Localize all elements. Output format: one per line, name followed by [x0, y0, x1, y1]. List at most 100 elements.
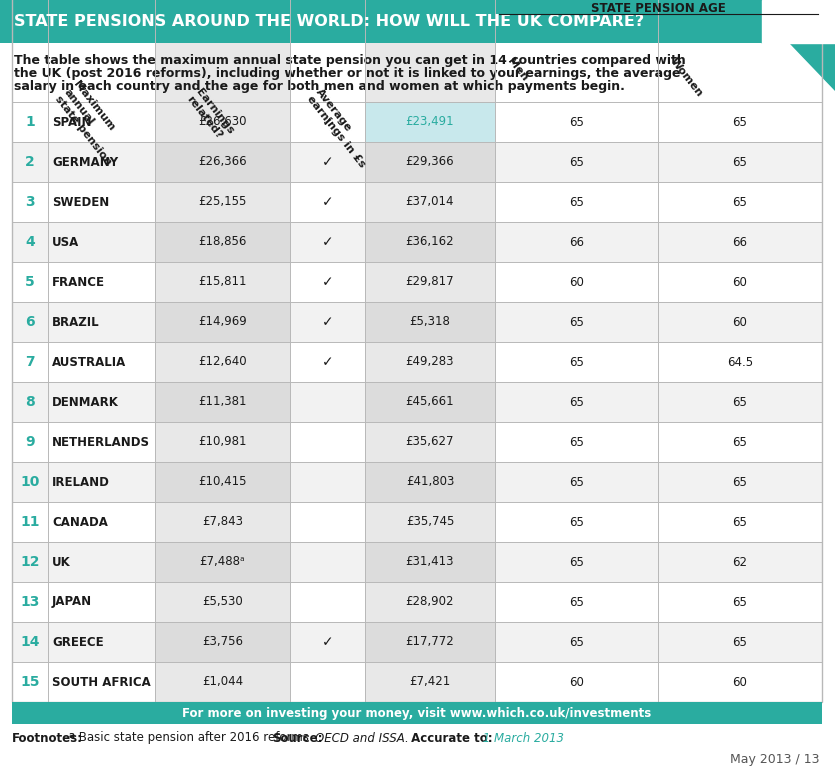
Text: 60: 60 — [732, 675, 747, 688]
Text: SPAIN: SPAIN — [52, 116, 92, 129]
Bar — [12, 502, 822, 542]
Text: SOUTH AFRICA: SOUTH AFRICA — [52, 675, 151, 688]
Text: ✓: ✓ — [321, 115, 333, 129]
Text: £7,843: £7,843 — [202, 515, 243, 528]
Bar — [365, 542, 495, 582]
Bar — [12, 142, 822, 182]
Bar — [155, 422, 290, 462]
Text: Earnings
related?: Earnings related? — [185, 87, 235, 143]
Bar — [365, 302, 495, 342]
Text: £45,661: £45,661 — [406, 396, 454, 409]
Text: 65: 65 — [732, 156, 747, 169]
Text: 65: 65 — [732, 436, 747, 448]
Text: 65: 65 — [569, 555, 584, 568]
Text: 65: 65 — [569, 436, 584, 448]
Text: £29,366: £29,366 — [406, 156, 454, 169]
Text: £25,155: £25,155 — [199, 196, 246, 209]
Text: ✓: ✓ — [321, 195, 333, 209]
Text: ✓: ✓ — [321, 355, 333, 369]
Polygon shape — [762, 0, 835, 43]
Text: 6: 6 — [25, 315, 35, 329]
Text: 5: 5 — [25, 275, 35, 289]
Bar — [155, 0, 290, 102]
Text: 66: 66 — [732, 236, 747, 249]
Text: £10,415: £10,415 — [198, 476, 247, 488]
Text: 3: 3 — [25, 195, 35, 209]
Text: 65: 65 — [569, 196, 584, 209]
Text: Men: Men — [505, 56, 529, 83]
Text: 4: 4 — [25, 235, 35, 249]
Text: 65: 65 — [732, 116, 747, 129]
Text: 65: 65 — [569, 476, 584, 488]
Text: 60: 60 — [732, 276, 747, 289]
Bar — [155, 342, 290, 382]
Bar — [155, 262, 290, 302]
Bar — [155, 302, 290, 342]
Bar — [12, 662, 822, 702]
Text: DENMARK: DENMARK — [52, 396, 119, 409]
Text: a: a — [69, 731, 75, 739]
Text: 65: 65 — [569, 515, 584, 528]
Bar — [12, 342, 822, 382]
Bar — [365, 502, 495, 542]
Text: £26,630: £26,630 — [198, 116, 247, 129]
Bar — [155, 462, 290, 502]
Bar — [365, 662, 495, 702]
Bar — [365, 622, 495, 662]
Text: £5,318: £5,318 — [409, 316, 450, 329]
Bar — [365, 222, 495, 262]
Text: 9: 9 — [25, 435, 35, 449]
Text: 1: 1 — [25, 115, 35, 129]
Bar — [12, 262, 822, 302]
Bar — [12, 702, 822, 724]
Text: Basic state pension after 2016 reforms: Basic state pension after 2016 reforms — [75, 732, 312, 745]
Bar — [155, 662, 290, 702]
Text: 65: 65 — [569, 635, 584, 648]
Text: 65: 65 — [732, 196, 747, 209]
Bar — [155, 182, 290, 222]
Text: STATE PENSION AGE: STATE PENSION AGE — [591, 2, 726, 15]
Polygon shape — [790, 43, 835, 90]
Text: £10,981: £10,981 — [198, 436, 247, 448]
Bar — [12, 382, 822, 422]
Text: 65: 65 — [732, 515, 747, 528]
Bar — [155, 542, 290, 582]
Bar — [155, 222, 290, 262]
Text: £7,421: £7,421 — [409, 675, 451, 688]
Text: 14: 14 — [20, 635, 40, 649]
Bar — [12, 222, 822, 262]
Bar — [155, 382, 290, 422]
Text: £1,044: £1,044 — [202, 675, 243, 688]
Text: GREECE: GREECE — [52, 635, 104, 648]
Text: ✓: ✓ — [321, 315, 333, 329]
Text: £23,491: £23,491 — [406, 116, 454, 129]
Bar — [365, 382, 495, 422]
Bar — [0, 0, 762, 43]
Text: OECD and ISSA.: OECD and ISSA. — [315, 732, 409, 745]
Text: 65: 65 — [732, 476, 747, 488]
Bar — [155, 622, 290, 662]
Text: £35,627: £35,627 — [406, 436, 454, 448]
Bar — [12, 462, 822, 502]
Text: Footnotes:: Footnotes: — [12, 732, 83, 745]
Text: ✓: ✓ — [321, 275, 333, 289]
Text: £26,366: £26,366 — [198, 156, 247, 169]
Text: £18,856: £18,856 — [199, 236, 246, 249]
Text: 15: 15 — [20, 675, 40, 689]
Text: CANADA: CANADA — [52, 515, 108, 528]
Text: 8: 8 — [25, 395, 35, 409]
Text: £49,283: £49,283 — [406, 356, 454, 369]
Text: 60: 60 — [569, 276, 584, 289]
Text: 65: 65 — [732, 635, 747, 648]
Text: 65: 65 — [569, 316, 584, 329]
Text: £11,381: £11,381 — [198, 396, 247, 409]
Text: 66: 66 — [569, 236, 584, 249]
Text: £29,817: £29,817 — [406, 276, 454, 289]
Text: Source:: Source: — [272, 732, 322, 745]
Text: 65: 65 — [732, 595, 747, 608]
Text: NETHERLANDS: NETHERLANDS — [52, 436, 150, 448]
Bar — [365, 262, 495, 302]
Bar — [12, 422, 822, 462]
Polygon shape — [762, 0, 835, 43]
Text: the UK (post 2016 reforms), including whether or not it is linked to your earnin: the UK (post 2016 reforms), including wh… — [14, 67, 681, 80]
